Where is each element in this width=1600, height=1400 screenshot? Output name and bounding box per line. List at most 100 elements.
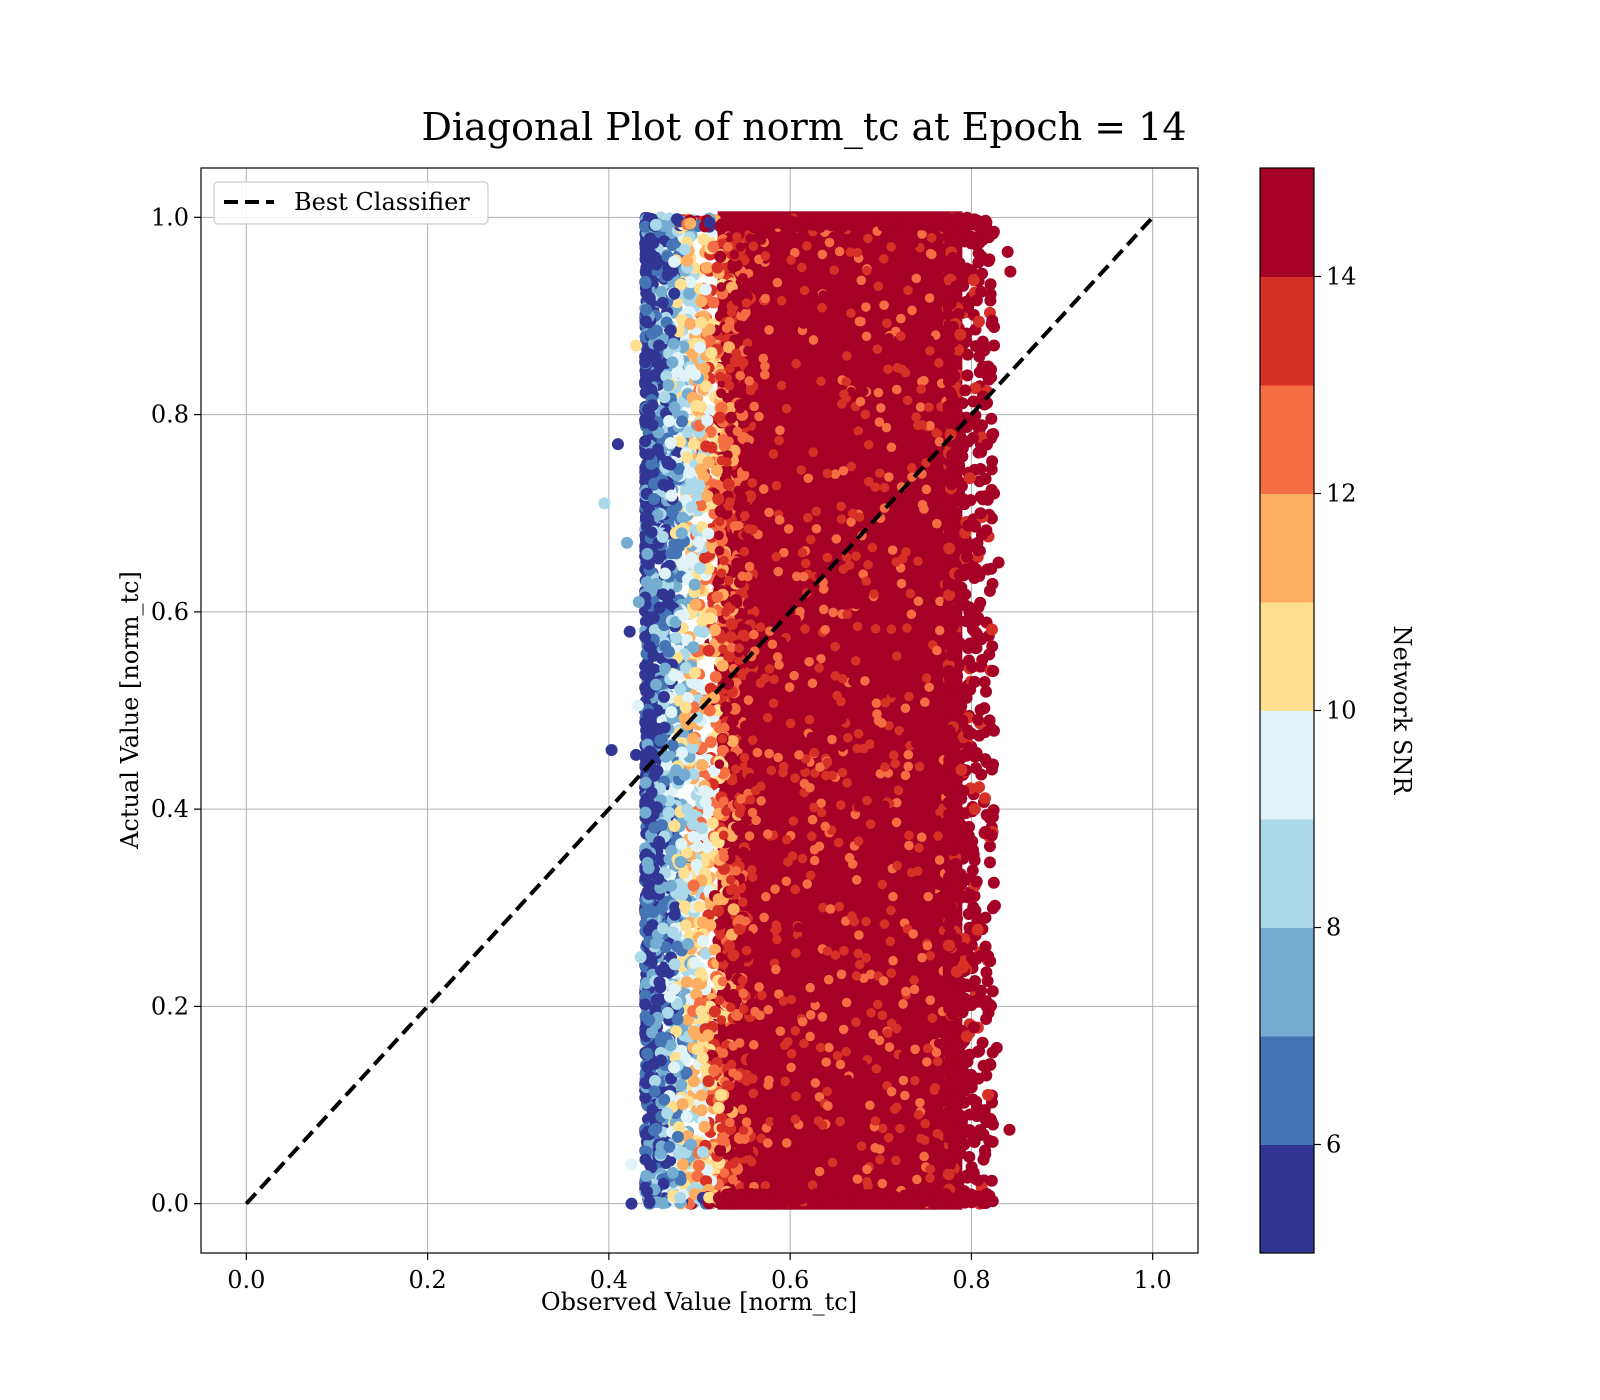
data-point bbox=[683, 466, 696, 479]
data-point bbox=[798, 319, 809, 329]
data-point bbox=[835, 1116, 845, 1127]
data-point bbox=[658, 721, 671, 734]
data-point bbox=[818, 1148, 829, 1159]
data-point bbox=[716, 1123, 727, 1133]
data-point bbox=[784, 428, 795, 439]
data-point bbox=[881, 449, 892, 459]
data-point bbox=[804, 1058, 815, 1069]
data-point bbox=[725, 497, 735, 507]
data-point bbox=[687, 879, 700, 892]
data-point bbox=[701, 414, 714, 427]
data-point bbox=[666, 926, 679, 939]
data-point bbox=[714, 516, 725, 527]
data-point bbox=[654, 993, 667, 1006]
data-point bbox=[679, 919, 692, 932]
data-point bbox=[703, 335, 716, 348]
data-point bbox=[986, 985, 999, 998]
data-point bbox=[696, 1051, 709, 1064]
data-point bbox=[659, 941, 672, 954]
data-point bbox=[731, 822, 741, 832]
data-point bbox=[942, 939, 955, 952]
data-point bbox=[684, 317, 697, 330]
data-point bbox=[817, 302, 827, 313]
data-point bbox=[735, 403, 746, 414]
data-point bbox=[841, 1046, 852, 1057]
data-point bbox=[961, 550, 974, 563]
data-point bbox=[828, 607, 838, 618]
data-point bbox=[842, 778, 852, 788]
data-point bbox=[663, 415, 676, 428]
data-point bbox=[919, 375, 929, 386]
data-point bbox=[807, 1180, 818, 1190]
data-point bbox=[822, 468, 833, 479]
data-point bbox=[885, 936, 896, 947]
data-point bbox=[672, 1147, 685, 1160]
data-point bbox=[727, 949, 740, 962]
data-point bbox=[690, 858, 703, 871]
data-point bbox=[797, 1016, 808, 1027]
data-point bbox=[814, 1166, 825, 1177]
data-point bbox=[816, 807, 827, 818]
data-point bbox=[806, 731, 817, 742]
data-point bbox=[892, 362, 903, 373]
data-point bbox=[674, 683, 687, 696]
data-point bbox=[882, 1028, 893, 1038]
data-point bbox=[907, 305, 917, 316]
data-point bbox=[675, 527, 688, 540]
data-point bbox=[859, 973, 869, 984]
data-point bbox=[815, 762, 825, 772]
data-point bbox=[856, 275, 867, 286]
data-point bbox=[903, 749, 914, 760]
data-point bbox=[839, 945, 849, 956]
data-point bbox=[659, 567, 672, 580]
data-point bbox=[732, 1070, 743, 1081]
data-point bbox=[827, 1157, 838, 1168]
data-point bbox=[808, 300, 818, 310]
data-point bbox=[795, 606, 805, 617]
data-point bbox=[639, 906, 652, 919]
data-point bbox=[895, 879, 905, 890]
data-point bbox=[754, 982, 764, 992]
data-point bbox=[861, 953, 871, 963]
data-point bbox=[983, 1058, 996, 1071]
data-point bbox=[837, 673, 848, 684]
data-point bbox=[891, 817, 902, 828]
data-point bbox=[677, 560, 690, 573]
data-point bbox=[687, 732, 700, 745]
data-point bbox=[715, 371, 725, 382]
data-point bbox=[666, 356, 679, 369]
data-point bbox=[696, 822, 709, 835]
data-point bbox=[712, 493, 725, 506]
data-point bbox=[659, 750, 672, 763]
data-point bbox=[880, 762, 890, 772]
data-point bbox=[874, 417, 885, 427]
data-point bbox=[964, 888, 977, 901]
data-point bbox=[740, 511, 750, 521]
data-point bbox=[771, 964, 781, 975]
data-point bbox=[827, 734, 837, 745]
data-point bbox=[745, 318, 758, 331]
data-point bbox=[874, 1035, 885, 1046]
data-point bbox=[967, 274, 980, 287]
data-point bbox=[695, 499, 708, 512]
data-point bbox=[832, 1050, 843, 1061]
data-point bbox=[730, 764, 741, 774]
data-point bbox=[851, 1017, 861, 1028]
data-point bbox=[699, 380, 712, 393]
data-point bbox=[959, 384, 972, 397]
data-point bbox=[822, 946, 833, 956]
data-point bbox=[909, 569, 920, 580]
data-point bbox=[829, 998, 840, 1008]
data-point bbox=[928, 1147, 939, 1158]
data-point bbox=[890, 758, 900, 769]
data-point bbox=[756, 235, 767, 245]
data-point bbox=[839, 389, 849, 400]
data-point bbox=[737, 897, 748, 907]
data-point bbox=[900, 819, 911, 830]
data-point bbox=[855, 396, 866, 407]
data-point bbox=[725, 1002, 736, 1013]
data-point bbox=[774, 515, 785, 525]
data-point bbox=[741, 945, 752, 956]
data-point bbox=[747, 735, 758, 745]
data-point bbox=[705, 539, 718, 552]
